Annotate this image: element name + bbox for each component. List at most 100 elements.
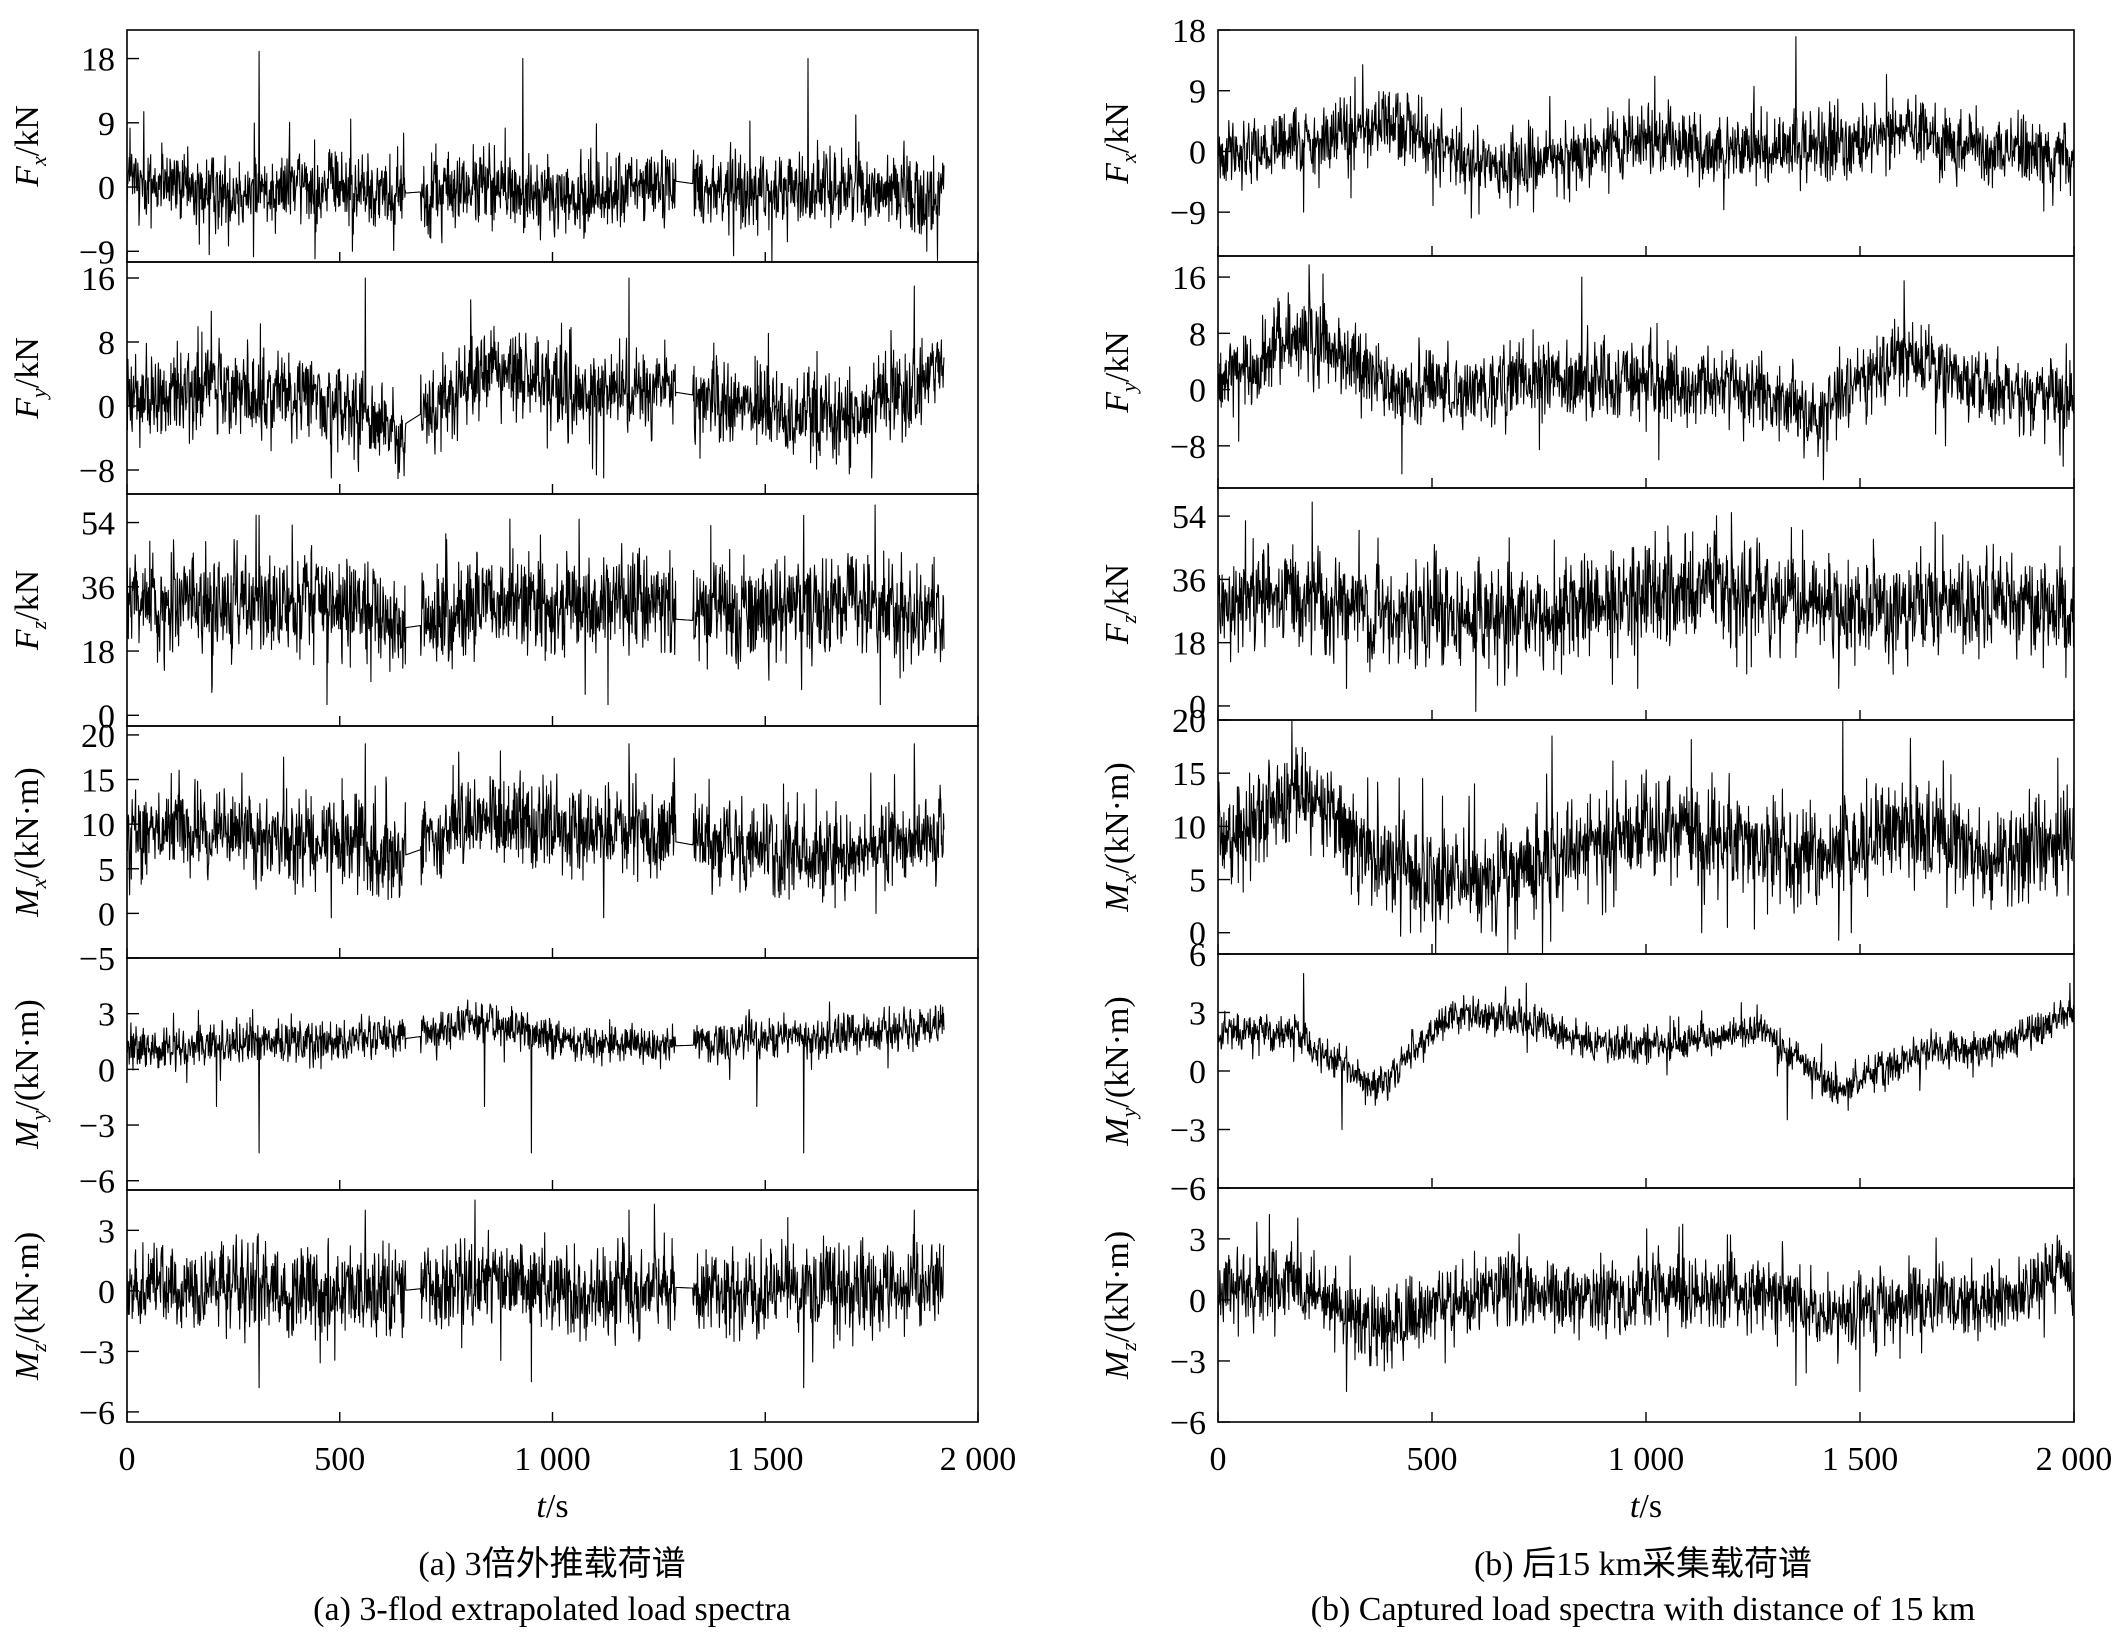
signal-trace [1217, 1213, 2075, 1393]
y-tick-label: −3 [79, 1334, 115, 1371]
y-tick-label: 0 [1189, 916, 1206, 953]
y-tick-label: 6 [1189, 937, 1206, 974]
y-label-unit: /kN [9, 105, 46, 156]
y-tick-label: 0 [98, 170, 115, 207]
y-label-subscript: y [26, 388, 51, 400]
x-tick-label: 500 [314, 1441, 365, 1478]
y-label-subscript: x [26, 156, 51, 167]
y-label-symbol: M [1099, 1116, 1136, 1147]
y-label-unit: /(kN·m) [9, 1232, 46, 1343]
y-label-subscript: x [26, 878, 51, 889]
y-label-subscript: y [1116, 382, 1141, 394]
y-tick-label: 16 [81, 261, 115, 298]
y-tick-label: 3 [1189, 1222, 1206, 1259]
y-tick-label: 15 [81, 763, 115, 800]
y-tick-label: 54 [1172, 499, 1206, 536]
y-label-unit: /kN [1099, 331, 1136, 382]
y-label-symbol: F [9, 628, 46, 651]
y-label-symbol: F [9, 165, 46, 188]
y-tick-label: 20 [1172, 703, 1206, 740]
y-label-subscript: z [1116, 1342, 1141, 1352]
y-axis-label: Fx/kN [1099, 102, 1141, 185]
x-label-symbol: t [536, 1488, 547, 1525]
y-tick-label: −3 [1170, 1344, 1206, 1381]
caption-a-en: (a) 3-flod extrapolated load spectra [313, 1591, 791, 1628]
y-tick-label: −9 [79, 234, 115, 271]
subplot-a-fz: 0 18 36 54 Fz/kN [9, 493, 979, 735]
x-tick-label: 0 [119, 1441, 136, 1478]
y-label-symbol: M [9, 887, 46, 918]
y-label-subscript: z [1116, 614, 1141, 624]
y-label-subscript: x [1116, 873, 1141, 884]
subplot-b-fx: −9 0 9 18 Fx/kN [1099, 13, 2075, 257]
y-tick-label: 36 [1172, 562, 1206, 599]
y-axis-label: Mz/(kN·m) [9, 1232, 51, 1381]
subplot-a-fx: −9 0 9 18 Fx/kN [9, 29, 979, 271]
panel-a: −9 0 9 18 Fx/kN −8 0 8 16 Fy/kN 0 18 36 54 Fz/kN −5 0 5 10… [9, 29, 1016, 1525]
y-tick-label: 0 [1189, 689, 1206, 726]
y-tick-label: 0 [98, 698, 115, 735]
subplot-a-mx: −5 0 5 10 15 20 Mx/(kN·m) [9, 718, 979, 978]
x-axis-label: t/s [1630, 1488, 1662, 1525]
y-axis-label: Fy/kN [1099, 331, 1141, 414]
y-tick-label: 9 [98, 106, 115, 143]
y-label-subscript: y [1116, 1107, 1141, 1119]
y-tick-label: 9 [1189, 74, 1206, 111]
y-tick-label: 18 [1172, 626, 1206, 663]
y-tick-label: −3 [1170, 1113, 1206, 1150]
y-label-symbol: F [1099, 391, 1136, 414]
y-axis-label: Fz/kN [9, 570, 51, 651]
y-tick-label: 3 [1189, 996, 1206, 1033]
y-tick-label: 36 [81, 570, 115, 607]
subplot-a-my: −6 −3 0 3 My/(kN·m) [9, 957, 979, 1201]
signal-trace [1217, 719, 2075, 955]
y-tick-label: −6 [79, 1395, 115, 1432]
y-axis-label: My/(kN·m) [9, 999, 51, 1150]
y-tick-label: 16 [1172, 260, 1206, 297]
subplot-b-fz: 0 18 36 54 Fz/kN [1099, 487, 2075, 726]
subplot-b-my: −6 −3 0 3 6 My/(kN·m) [1099, 937, 2075, 1208]
y-label-subscript: x [1116, 153, 1141, 164]
y-tick-label: 10 [1172, 809, 1206, 846]
y-label-symbol: M [9, 1350, 46, 1381]
y-tick-label: −3 [79, 1108, 115, 1145]
y-label-symbol: F [1099, 622, 1136, 645]
signal-trace [1217, 264, 2075, 481]
x-tick-label: 2 000 [2036, 1441, 2113, 1478]
y-tick-label: −8 [1170, 429, 1206, 466]
y-label-subscript: z [26, 1343, 51, 1353]
y-tick-label: 3 [98, 997, 115, 1034]
subplot-a-mz: −6 −3 0 3 Mz/(kN·m) [9, 1189, 979, 1432]
x-tick-label: 500 [1407, 1441, 1458, 1478]
y-axis-label: Mx/(kN·m) [1099, 762, 1141, 913]
y-tick-label: 0 [98, 896, 115, 933]
y-tick-label: 18 [81, 42, 115, 79]
y-tick-label: 5 [98, 852, 115, 889]
y-tick-label: −5 [79, 941, 115, 978]
y-tick-label: 5 [1189, 863, 1206, 900]
subplot-frame [1217, 953, 2075, 1189]
subplot-frame [126, 957, 979, 1191]
y-tick-label: 18 [1172, 13, 1206, 50]
signal-trace [126, 504, 945, 706]
y-tick-label: 0 [1189, 373, 1206, 410]
y-label-symbol: F [1099, 162, 1136, 185]
y-label-unit: /kN [9, 337, 46, 388]
x-label-symbol: t [1630, 1488, 1641, 1525]
y-axis-label: My/(kN·m) [1099, 996, 1141, 1147]
y-tick-label: 15 [1172, 756, 1206, 793]
x-tick-label: 1 500 [727, 1441, 804, 1478]
y-label-symbol: M [1099, 1349, 1136, 1380]
y-label-symbol: M [1099, 882, 1136, 913]
caption-a-cn: (a) 3倍外推载荷谱 [418, 1545, 685, 1583]
y-label-unit: /(kN·m) [9, 999, 46, 1110]
signal-trace [1217, 501, 2075, 712]
signal-trace [126, 1199, 945, 1389]
y-tick-label: −9 [1170, 195, 1206, 232]
y-label-unit: /(kN·m) [1099, 762, 1136, 873]
y-tick-label: 10 [81, 807, 115, 844]
y-label-unit: /(kN·m) [9, 767, 46, 878]
panel-b: −90918Fx/kN−80816Fy/kN0183654Fz/kN051015… [1099, 13, 2112, 1525]
y-tick-label: 0 [1189, 1054, 1206, 1091]
y-label-unit: /kN [1099, 564, 1136, 615]
